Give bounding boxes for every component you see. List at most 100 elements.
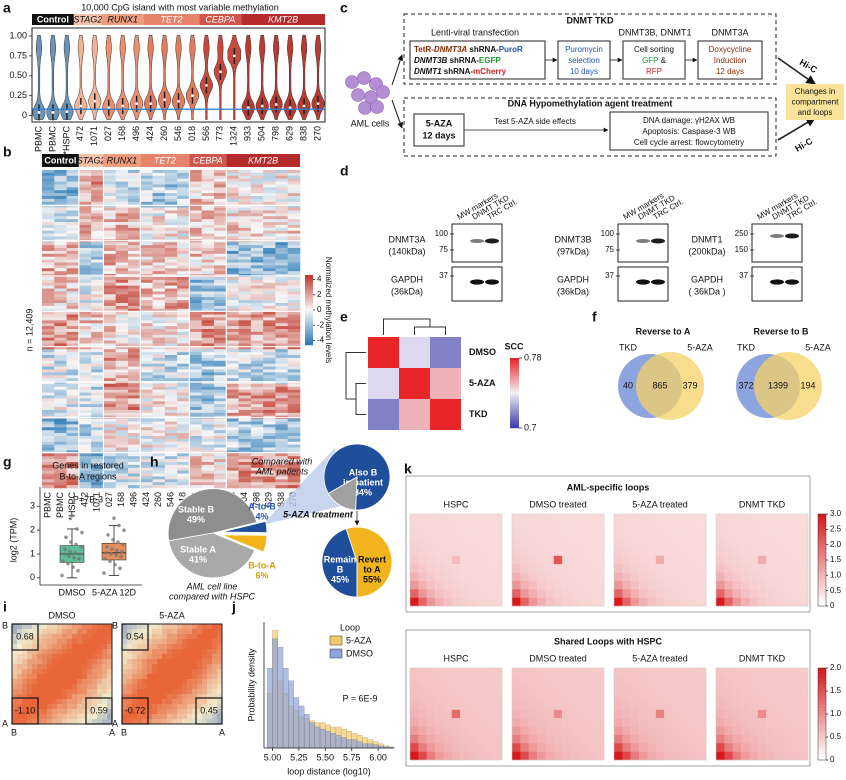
apa-texture — [630, 555, 640, 565]
saddle-texture — [57, 699, 63, 705]
saddle-texture — [132, 679, 138, 685]
apa-texture — [697, 743, 707, 752]
apa-texture — [716, 709, 725, 719]
heatmap-texture — [177, 170, 190, 174]
heatmap-texture — [189, 427, 203, 431]
apa-texture — [562, 668, 571, 677]
saddle-texture — [177, 664, 183, 670]
heatmap-texture — [189, 412, 203, 417]
heatmap-texture — [140, 190, 153, 194]
saddle-texture — [212, 654, 218, 660]
heatmap-texture — [201, 378, 215, 382]
apa-texture — [766, 580, 775, 590]
saddle-texture — [217, 629, 223, 635]
heatmap-texture — [115, 435, 129, 440]
colorbar-cell — [305, 343, 313, 346]
heatmap-texture — [238, 346, 252, 350]
apa-texture — [562, 718, 571, 727]
saddle-texture — [142, 699, 148, 705]
band — [785, 233, 799, 239]
saddle-texture — [212, 674, 218, 680]
apa-texture — [537, 572, 546, 582]
heatmap-texture — [78, 190, 92, 194]
heatmap-texture — [275, 294, 289, 298]
heatmap-texture — [66, 357, 80, 362]
saddle-texture — [167, 709, 173, 715]
apa-texture — [443, 718, 453, 727]
saddle-texture — [172, 684, 178, 690]
saddle-texture — [97, 719, 103, 725]
heatmap-texture — [238, 470, 252, 474]
saddle-texture — [132, 649, 138, 655]
apa-texture — [570, 597, 580, 607]
saddle-texture — [27, 634, 33, 640]
heatmap-texture — [238, 172, 252, 177]
apa-texture — [655, 743, 665, 752]
apa-texture — [672, 580, 682, 590]
band — [485, 238, 499, 244]
heatmap-texture — [201, 187, 215, 191]
heatmap-texture — [238, 433, 252, 437]
heatmap-texture — [42, 245, 55, 249]
apa-texture — [639, 693, 648, 702]
saddle-texture — [67, 649, 73, 655]
plot-frame — [31, 27, 326, 123]
heatmap-texture — [189, 360, 203, 364]
apa-texture — [443, 547, 453, 557]
apa-texture — [664, 547, 673, 557]
apa-frame — [409, 667, 503, 761]
label: Doxycycline — [709, 45, 752, 54]
colorbar-cell — [305, 297, 313, 300]
colorbar-cell — [510, 396, 519, 399]
apa-texture — [443, 564, 453, 573]
heatmap-texture — [238, 464, 252, 469]
heatmap-texture — [287, 435, 301, 440]
heatmap-texture — [78, 331, 92, 336]
heatmap-texture — [263, 395, 276, 399]
marker-label: 37 — [739, 271, 748, 280]
pie-slice — [327, 476, 358, 511]
saddle-texture — [102, 709, 108, 715]
heatmap-texture — [164, 355, 178, 359]
heatmap-texture — [91, 482, 104, 486]
heatmap-texture — [177, 331, 190, 336]
heatmap-texture — [140, 433, 153, 437]
heatmap-texture — [287, 337, 301, 341]
heatmap-texture — [115, 320, 129, 324]
violin-median — [177, 99, 180, 103]
heatmap-texture — [91, 485, 104, 489]
heatmap-texture — [275, 305, 289, 310]
apa-texture — [741, 522, 750, 531]
heatmap-texture — [177, 227, 190, 232]
heatmap-texture — [250, 352, 264, 356]
heatmap-texture — [263, 381, 276, 385]
apa-texture — [595, 718, 605, 727]
saddle-texture — [47, 704, 53, 710]
apa-texture — [587, 555, 596, 565]
heatmap-texture — [164, 288, 178, 292]
heatmap-texture — [164, 459, 178, 463]
apa-texture — [697, 555, 707, 565]
saddle-texture — [57, 679, 63, 685]
heatmap-texture — [189, 459, 203, 463]
heatmap-texture — [103, 366, 117, 370]
heatmap-texture — [189, 346, 203, 350]
saddle-texture — [107, 624, 113, 630]
heatmap-texture — [238, 230, 252, 234]
heatmap-texture — [164, 479, 178, 483]
heatmap-texture — [177, 334, 190, 338]
heatmap-texture — [177, 479, 190, 483]
heatmap-texture — [103, 482, 117, 486]
heatmap-texture — [66, 369, 80, 373]
heatmap-texture — [66, 363, 80, 367]
heatmap-texture — [78, 291, 92, 295]
heatmap-texture — [214, 326, 227, 330]
apa-texture — [578, 668, 588, 677]
band — [651, 238, 665, 244]
heatmap-texture — [42, 360, 55, 364]
point — [105, 545, 109, 549]
apa-texture — [418, 530, 427, 540]
heatmap-texture — [214, 398, 227, 402]
heatmap-texture — [201, 340, 215, 344]
apa-texture — [732, 530, 742, 540]
